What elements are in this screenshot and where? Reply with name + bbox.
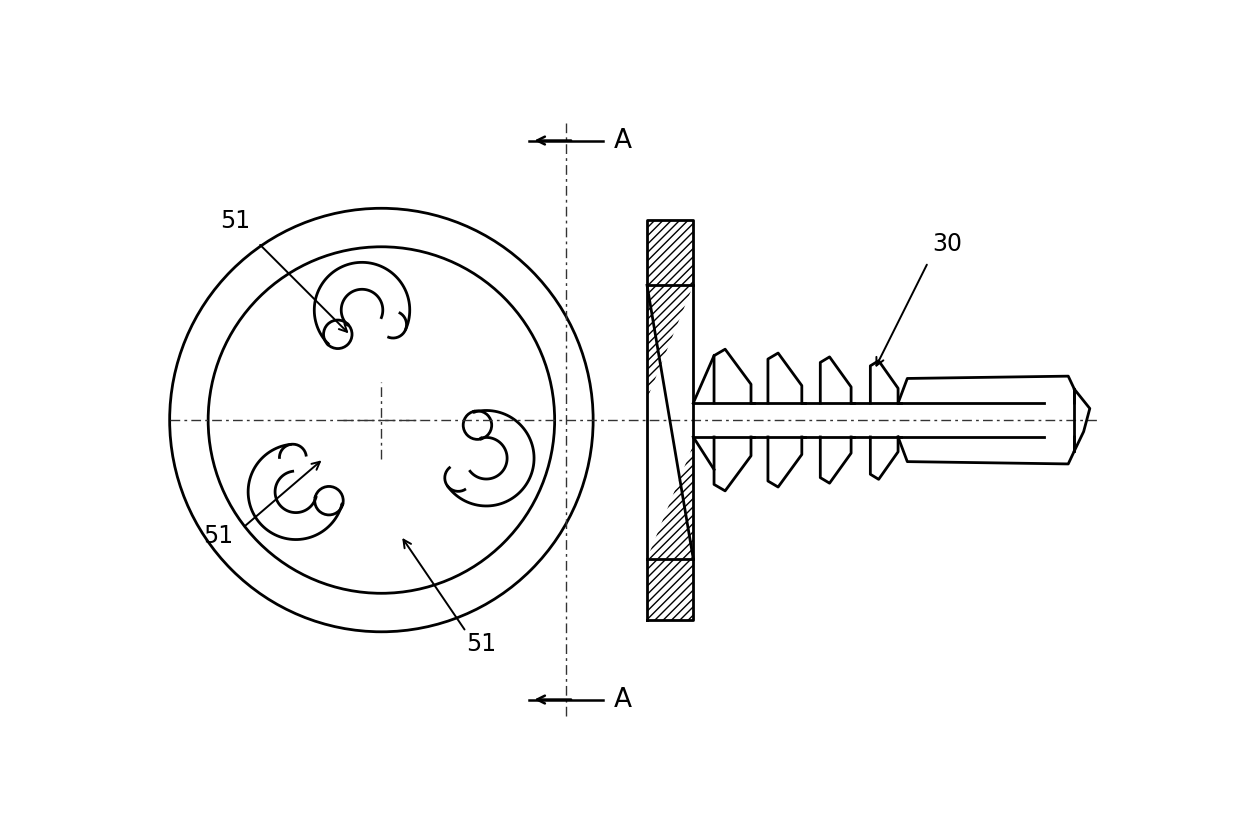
Polygon shape xyxy=(647,445,693,558)
Text: 51: 51 xyxy=(203,524,233,548)
Text: 51: 51 xyxy=(219,209,250,233)
Text: 51: 51 xyxy=(466,632,496,656)
Text: A: A xyxy=(614,127,632,154)
Text: A: A xyxy=(614,686,632,712)
Bar xyxy=(647,220,693,285)
Bar xyxy=(647,558,693,620)
Text: 30: 30 xyxy=(932,232,962,256)
Polygon shape xyxy=(647,285,693,399)
